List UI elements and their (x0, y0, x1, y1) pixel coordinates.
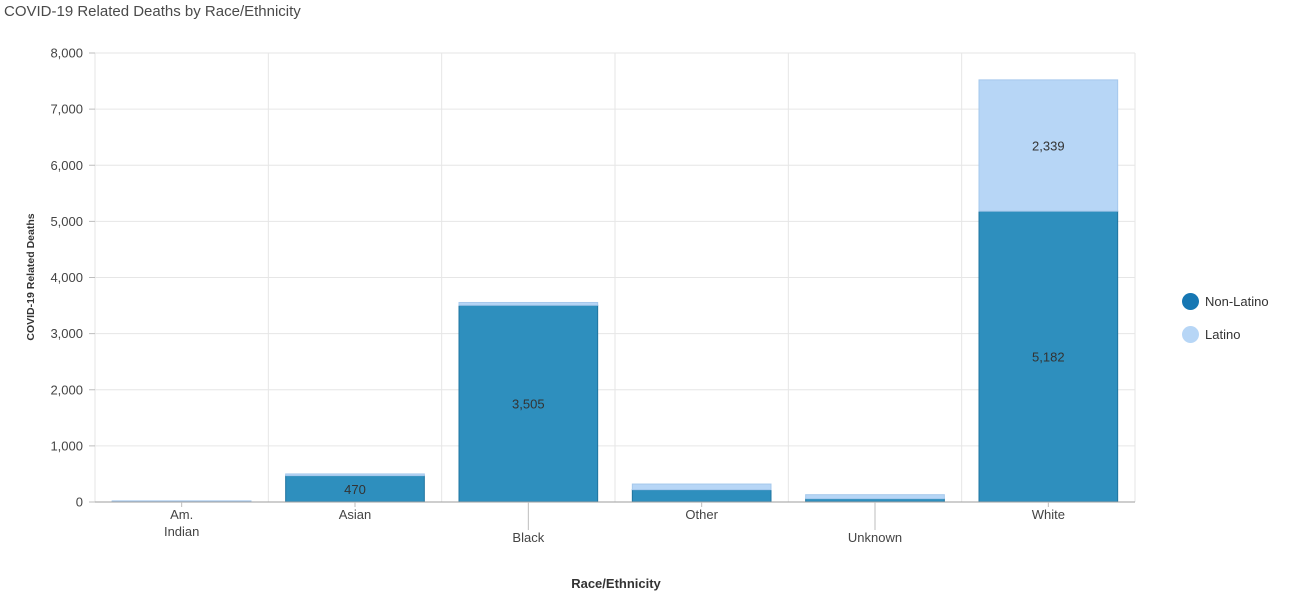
y-tick-label: 2,000 (50, 382, 83, 397)
data-label: 5,182 (1032, 350, 1065, 365)
bar-latino-white[interactable] (978, 79, 1119, 212)
bar-latino-other[interactable] (631, 483, 772, 491)
data-label: 470 (344, 482, 366, 497)
legend-item-non-latino[interactable]: Non-Latino (1182, 292, 1269, 310)
data-label: 3,505 (512, 397, 545, 412)
bar-latino-black[interactable] (458, 301, 599, 306)
y-axis-title: COVID-19 Related Deaths (25, 213, 37, 340)
axes: 0 1,000 2,000 3,000 4,000 5,000 6,000 7,000 8,00… (50, 46, 1135, 545)
data-labels: 470 3,505 5,182 2,339 (344, 139, 1064, 497)
y-tick-label: 7,000 (50, 102, 83, 117)
y-tick-label: 0 (76, 495, 83, 510)
x-axis-title: Race/Ethnicity (571, 576, 661, 591)
x-tick-label: Am. (170, 507, 193, 522)
bar-non-latino-other[interactable] (631, 489, 772, 503)
legend-item-latino[interactable]: Latino (1182, 325, 1269, 343)
legend-label-non-latino: Non-Latino (1205, 293, 1269, 309)
y-tick-label: 5,000 (50, 214, 83, 229)
data-label: 2,339 (1032, 139, 1065, 154)
bars (111, 79, 1119, 503)
legend: Non-Latino Latino (1182, 292, 1269, 358)
y-tick-label: 6,000 (50, 158, 83, 173)
chart-title: COVID-19 Related Deaths by Race/Ethnicit… (4, 3, 301, 20)
bar-latino-asian[interactable] (285, 473, 425, 477)
x-tick-label: Asian (339, 507, 372, 522)
legend-label-latino: Latino (1205, 326, 1241, 342)
legend-swatch-latino (1182, 325, 1199, 343)
bar-non-latino-white[interactable] (978, 210, 1119, 503)
x-tick-label: Unknown (848, 530, 902, 545)
y-tick-label: 4,000 (50, 270, 83, 285)
x-tick-label: Indian (164, 524, 199, 539)
x-tick-label: White (1032, 507, 1065, 522)
bar-non-latino-black[interactable] (458, 304, 599, 503)
legend-swatch-non-latino (1182, 292, 1199, 310)
bar-non-latino-asian[interactable] (285, 475, 425, 503)
y-tick-label: 1,000 (50, 438, 83, 453)
x-tick-label: Black (512, 530, 544, 545)
x-tick-label: Other (685, 507, 718, 522)
bar-latino-unknown[interactable] (805, 494, 945, 500)
y-tick-label: 3,000 (50, 326, 83, 341)
bar-non-latino-unknown[interactable] (805, 498, 945, 503)
y-tick-label: 8,000 (50, 46, 83, 61)
bar-latino-am-indian[interactable] (111, 500, 252, 502)
